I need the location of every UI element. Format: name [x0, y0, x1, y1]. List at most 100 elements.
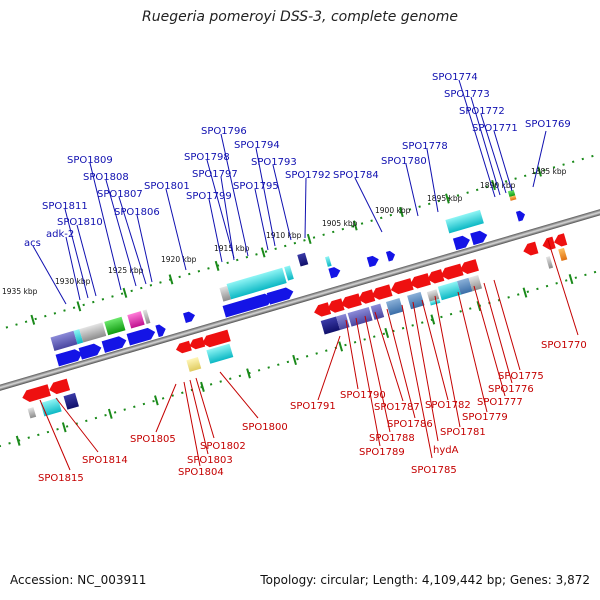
- gene-label-spo1801[interactable]: SPO1801: [144, 181, 190, 192]
- gene-arrow-spo1809[interactable]: [126, 326, 157, 346]
- reverse-strand-cog-boxes: [27, 247, 568, 419]
- gene-label-spo1779[interactable]: SPO1779: [462, 412, 508, 423]
- gene-arrow-spo1767[interactable]: [552, 233, 568, 248]
- gene-label-spo1784[interactable]: SPO1784: [333, 170, 379, 181]
- bottom-leader-lines: [39, 239, 579, 471]
- accession-text: Accession: NC_003911: [10, 573, 147, 587]
- gene-arrow-spo1802[interactable]: [188, 336, 206, 351]
- genome-track: [0, 149, 600, 451]
- gene-arrow-spo1772[interactable]: [470, 229, 489, 246]
- gene-arrow-spo1791[interactable]: [312, 302, 332, 318]
- gene-label-spo1790[interactable]: SPO1790: [340, 390, 386, 401]
- gene-arrow-spo1801[interactable]: [183, 310, 196, 323]
- gene-label-spo1791[interactable]: SPO1791: [290, 401, 336, 412]
- gene-label-spo1770[interactable]: SPO1770: [541, 340, 587, 351]
- ruler-ticks: [15, 166, 574, 446]
- gene-arrow-spo1782[interactable]: [408, 273, 431, 290]
- gene-label-spo1794[interactable]: SPO1794: [234, 140, 280, 151]
- top-labels: SPO1774 SPO1773 SPO1772 SPO1771 SPO1769 …: [24, 72, 571, 249]
- gene-arrow-spo1807[interactable]: [155, 323, 167, 338]
- gene-label-spo1802[interactable]: SPO1802: [200, 441, 246, 452]
- gene-label-spo1781[interactable]: SPO1781: [440, 427, 486, 438]
- gene-label-spo1807[interactable]: SPO1807: [97, 189, 143, 200]
- gene-arrow-spo1769[interactable]: [515, 210, 526, 222]
- gene-label-spo1797[interactable]: SPO1797: [192, 169, 238, 180]
- gene-label-spo1814[interactable]: SPO1814: [82, 455, 128, 466]
- kbp-label: 1905 kbp: [322, 219, 358, 228]
- kbp-label: 1900 kbp: [375, 206, 411, 215]
- gene-label-spo1795[interactable]: SPO1795: [233, 181, 279, 192]
- gene-label-spo1776[interactable]: SPO1776: [488, 384, 534, 395]
- gene-label-spo1811[interactable]: SPO1811: [42, 201, 88, 212]
- gene-arrow-spo1779[interactable]: [426, 269, 445, 285]
- gene-label-spo1808[interactable]: SPO1808: [83, 172, 129, 183]
- gene-label-spo1796[interactable]: SPO1796: [201, 126, 247, 137]
- gene-label-spo1773[interactable]: SPO1773: [444, 89, 490, 100]
- gene-label-spo1803[interactable]: SPO1803: [187, 455, 233, 466]
- gene-label-adk-2[interactable]: adk-2: [46, 229, 74, 240]
- gene-arrow-spo1788[interactable]: [357, 289, 376, 305]
- gene-label-spo1782[interactable]: SPO1782: [425, 400, 471, 411]
- gene-label-spo1810[interactable]: SPO1810: [57, 217, 103, 228]
- genome-stats-text: Topology: circular; Length: 4,109,442 bp…: [260, 573, 590, 587]
- gene-label-spo1785[interactable]: SPO1785: [411, 465, 457, 476]
- gene-arrow-spo1815[interactable]: [21, 384, 51, 403]
- gene-arrow-spo1774[interactable]: [452, 234, 472, 251]
- gene-label-spo1793[interactable]: SPO1793: [251, 157, 297, 168]
- gene-label-spo1769[interactable]: SPO1769: [525, 119, 571, 130]
- gene-arrow-spo1777[interactable]: [439, 263, 464, 282]
- ruler-bottom: [0, 257, 600, 451]
- gene-arrow-spo1770[interactable]: [522, 241, 539, 257]
- kbp-label: 1935 kbp: [2, 287, 38, 296]
- gene-arrow-spo1775[interactable]: [458, 259, 479, 276]
- kbp-label: 1910 kbp: [266, 231, 302, 240]
- kbp-label: 1925 kbp: [108, 266, 144, 275]
- gene-label-acs[interactable]: acs: [24, 238, 41, 249]
- gene-arrow-spo1785[interactable]: [389, 278, 414, 296]
- forward-strand-cog-boxes: [50, 189, 517, 351]
- bottom-labels: SPO1770 SPO1775 SPO1776 SPO1777 SPO1779 …: [38, 340, 587, 484]
- top-leader-lines: [32, 79, 547, 305]
- gene-arrow-spo1799[interactable]: [222, 292, 274, 318]
- kbp-label: 1920 kbp: [161, 255, 197, 264]
- map-title: Ruegeria pomeroyi DSS-3, complete genome: [142, 9, 458, 25]
- gene-label-spo1772[interactable]: SPO1772: [459, 106, 505, 117]
- gene-label-spo1804[interactable]: SPO1804: [178, 467, 224, 478]
- gene-label-spo1780[interactable]: SPO1780: [381, 156, 427, 167]
- gene-label-spo1798[interactable]: SPO1798: [184, 152, 230, 163]
- gene-arrow-spo1797[interactable]: [266, 286, 295, 305]
- gene-label-spo1786[interactable]: SPO1786: [387, 419, 433, 430]
- gene-label-spo1806[interactable]: SPO1806: [114, 207, 160, 218]
- gene-label-spo1800[interactable]: SPO1800: [242, 422, 288, 433]
- gene-arrow-adk-2[interactable]: [78, 342, 103, 360]
- gene-arrow-spo1814[interactable]: [47, 378, 71, 396]
- gene-label-spo1788[interactable]: SPO1788: [369, 433, 415, 444]
- gene-label-spo1787[interactable]: SPO1787: [374, 402, 420, 413]
- gene-arrow-spo1789[interactable]: [339, 293, 362, 310]
- gene-label-hyda[interactable]: hydA: [433, 445, 459, 456]
- gene-label-spo1799[interactable]: SPO1799: [186, 191, 232, 202]
- gene-label-spo1809[interactable]: SPO1809: [67, 155, 113, 166]
- gene-label-spo1777[interactable]: SPO1777: [477, 397, 523, 408]
- gene-label-spo1792[interactable]: SPO1792: [285, 170, 331, 181]
- gene-label-spo1789[interactable]: SPO1789: [359, 447, 405, 458]
- kbp-label: 1930 kbp: [55, 277, 91, 286]
- gene-label-spo1815[interactable]: SPO1815: [38, 473, 84, 484]
- gene-label-spo1775[interactable]: SPO1775: [498, 371, 544, 382]
- gene-arrow-spo1784[interactable]: [328, 266, 341, 279]
- gene-arrow-spo1805[interactable]: [175, 340, 192, 355]
- gene-label-spo1778[interactable]: SPO1778: [402, 141, 448, 152]
- gene-label-spo1774[interactable]: SPO1774: [432, 72, 478, 83]
- gene-label-spo1805[interactable]: SPO1805: [130, 434, 176, 445]
- gene-arrow-spo1778[interactable]: [385, 250, 396, 262]
- genome-backbone: [0, 201, 600, 399]
- gene-arrow-spo1810[interactable]: [101, 335, 128, 353]
- gene-label-spo1771[interactable]: SPO1771: [472, 123, 518, 134]
- gene-arrow-spo1768[interactable]: [541, 236, 556, 252]
- gene-arrow-spo1787[interactable]: [370, 284, 393, 301]
- gene-arrow-spo1800[interactable]: [201, 329, 231, 349]
- gene-arrow-acs[interactable]: [55, 348, 84, 367]
- gene-arrow-spo1790[interactable]: [326, 298, 345, 314]
- gene-arrow-spo1780[interactable]: [366, 254, 380, 268]
